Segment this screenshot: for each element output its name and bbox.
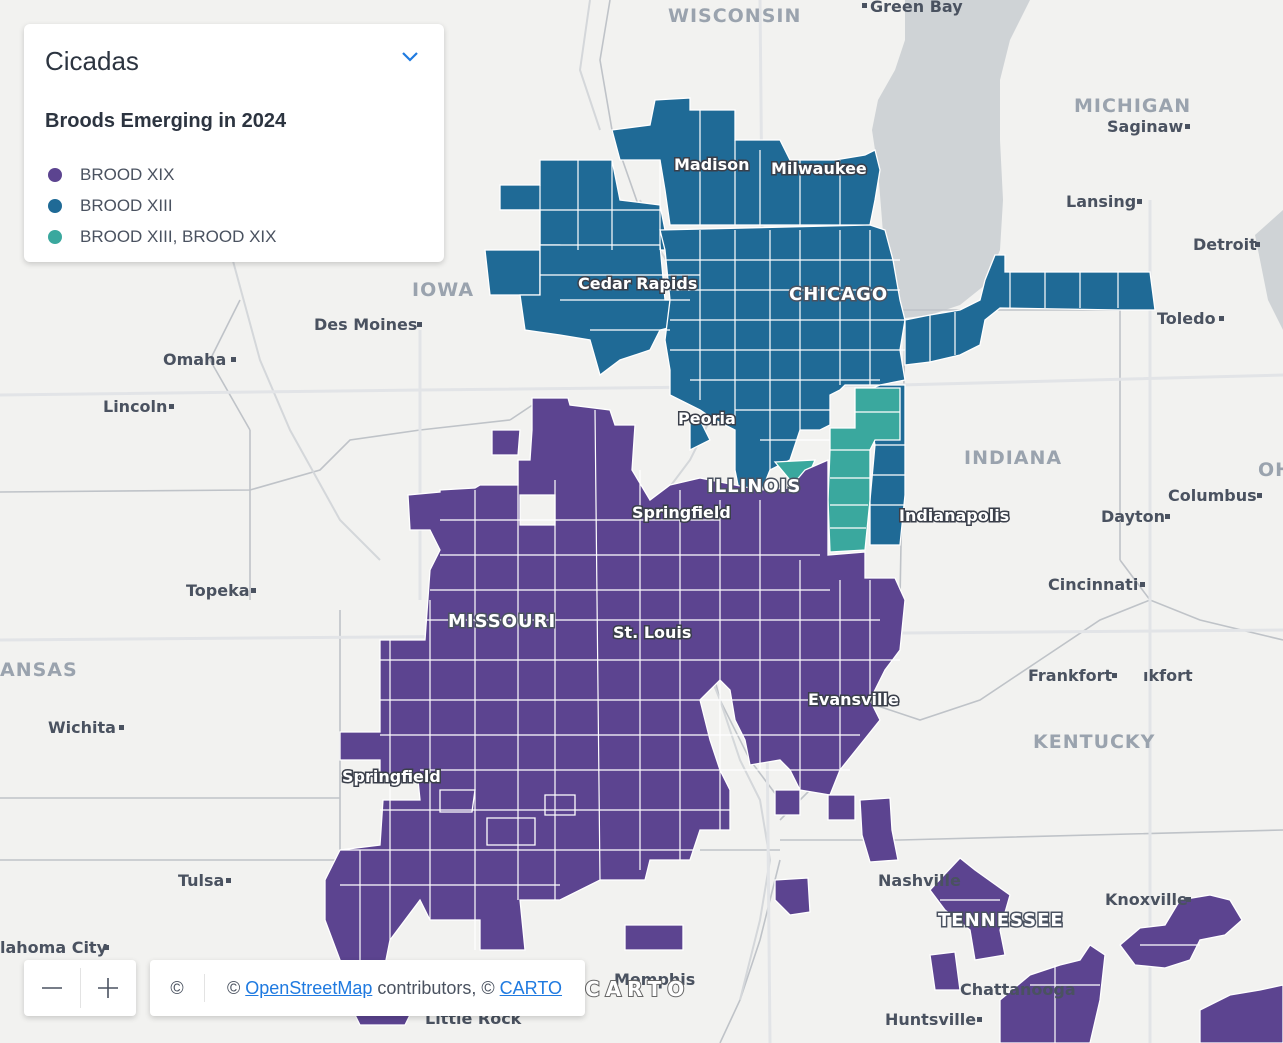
legend-item-label: BROOD XIII, BROOD XIX bbox=[80, 226, 277, 246]
city-marker bbox=[1185, 124, 1190, 129]
city-marker bbox=[1140, 582, 1145, 587]
city-label-columbus: Columbus bbox=[1168, 486, 1257, 505]
attribution-panel: © © OpenStreetMap contributors, © CARTO bbox=[150, 960, 585, 1016]
city-label-lincoln: Lincoln bbox=[103, 397, 167, 416]
city-label-peoria: Peoria bbox=[678, 409, 736, 428]
city-label-toledo: Toledo bbox=[1157, 309, 1216, 328]
legend-item-label: BROOD XIX bbox=[80, 164, 175, 184]
state-label-illinois: ILLINOIS bbox=[707, 476, 801, 497]
city-label-cincinnati: Cincinnati bbox=[1048, 575, 1138, 594]
city-label-frankfort: Frankfort bbox=[1028, 666, 1112, 685]
state-label-tennessee: TENNESSEE bbox=[938, 910, 1064, 931]
legend-item-label: BROOD XIII bbox=[80, 195, 173, 215]
state-label-kentucky: KENTUCKY bbox=[1033, 731, 1155, 753]
city-label-omaha: Omaha bbox=[163, 350, 226, 369]
city-marker bbox=[1257, 493, 1262, 498]
city-marker bbox=[1186, 897, 1191, 902]
city-marker bbox=[119, 725, 124, 730]
city-marker bbox=[417, 322, 422, 327]
state-label-missouri: MISSOURI bbox=[448, 611, 556, 632]
city-marker bbox=[251, 588, 256, 593]
state-label-ohio: OH bbox=[1258, 459, 1283, 481]
city-label-st-louis: St. Louis bbox=[613, 623, 691, 642]
city-marker bbox=[1165, 514, 1170, 519]
city-marker bbox=[1137, 199, 1142, 204]
lake-michigan bbox=[872, 0, 1030, 318]
city-label-milwaukee: Milwaukee bbox=[771, 159, 867, 178]
brood-both-region bbox=[773, 387, 901, 553]
city-label-detroit: Detroit bbox=[1193, 235, 1257, 254]
minus-icon bbox=[41, 987, 62, 989]
openstreetmap-link[interactable]: OpenStreetMap bbox=[245, 977, 373, 998]
legend-swatch bbox=[48, 229, 62, 244]
city-label-wichita: Wichita bbox=[48, 718, 116, 737]
zoom-out-button[interactable] bbox=[24, 960, 80, 1016]
city-marker bbox=[104, 945, 109, 950]
city-label-knoxville: Knoxville bbox=[1105, 890, 1188, 909]
city-label-chicago: CHICAGO bbox=[789, 284, 888, 305]
city-label-frankfort-dup: ıkfort bbox=[1143, 666, 1193, 685]
chevron-down-icon[interactable] bbox=[398, 44, 422, 68]
city-marker bbox=[226, 878, 231, 883]
city-label-oklahoma-city: lahoma City bbox=[0, 938, 108, 957]
legend-subtitle: Broods Emerging in 2024 bbox=[45, 110, 287, 132]
city-label-dayton: Dayton bbox=[1101, 507, 1165, 526]
city-marker bbox=[1112, 673, 1117, 678]
state-label-michigan: MICHIGAN bbox=[1074, 95, 1191, 117]
zoom-in-button[interactable] bbox=[80, 960, 136, 1016]
city-label-chattanooga: Chattanooga bbox=[960, 980, 1076, 999]
city-label-indianapolis: Indianapolis bbox=[899, 506, 1009, 525]
city-marker bbox=[231, 357, 236, 362]
city-marker bbox=[1255, 242, 1260, 247]
state-label-wisconsin: WISCONSIN bbox=[668, 5, 801, 27]
state-label-indiana: INDIANA bbox=[964, 447, 1062, 469]
attribution-text: © OpenStreetMap contributors, © CARTO bbox=[205, 978, 562, 999]
city-label-springfield-il: Springfield bbox=[632, 503, 731, 522]
attribution-toggle-button[interactable]: © bbox=[150, 974, 205, 1002]
legend-title: Cicadas bbox=[45, 46, 139, 76]
city-label-lansing: Lansing bbox=[1066, 192, 1136, 211]
city-label-memphis: Memphis bbox=[614, 970, 695, 989]
legend-panel: Cicadas Broods Emerging in 2024 BROOD XI… bbox=[24, 24, 444, 262]
legend-item-brood-both: BROOD XIII, BROOD XIX bbox=[48, 221, 276, 252]
city-label-springfield-mo: Springfield bbox=[342, 767, 441, 786]
city-marker bbox=[169, 404, 174, 409]
attribution-prefix: © bbox=[227, 977, 246, 998]
legend-swatch bbox=[48, 198, 62, 213]
brood-xix-region bbox=[324, 397, 1283, 1043]
carto-link[interactable]: CARTO bbox=[499, 977, 563, 998]
zoom-divider bbox=[79, 968, 81, 1008]
city-label-madison: Madison bbox=[674, 155, 750, 174]
attribution-middle: contributors, © bbox=[372, 977, 500, 998]
city-label-huntsville: Huntsville bbox=[885, 1010, 976, 1029]
carto-watermark: CARTO bbox=[585, 977, 690, 1001]
zoom-control bbox=[24, 960, 136, 1016]
city-label-evansville: Evansville bbox=[808, 690, 899, 709]
lake-erie bbox=[1255, 210, 1283, 330]
city-label-green-bay: Green Bay bbox=[870, 0, 963, 16]
legend-item-brood-xix: BROOD XIX bbox=[48, 159, 276, 190]
legend-item-brood-xiii: BROOD XIII bbox=[48, 190, 276, 221]
city-marker bbox=[1219, 316, 1224, 321]
legend-swatch bbox=[48, 167, 62, 182]
city-label-nashville: Nashville bbox=[878, 871, 961, 890]
city-marker bbox=[977, 1017, 982, 1022]
plus-icon bbox=[98, 978, 119, 998]
city-label-cedar-rapids: Cedar Rapids bbox=[578, 274, 697, 293]
state-label-iowa: IOWA bbox=[412, 279, 474, 301]
city-label-saginaw: Saginaw bbox=[1107, 117, 1183, 136]
city-label-topeka: Topeka bbox=[186, 581, 250, 600]
city-label-des-moines: Des Moines bbox=[314, 315, 417, 334]
state-label-kansas: ANSAS bbox=[0, 659, 78, 681]
city-label-tulsa: Tulsa bbox=[178, 871, 224, 890]
legend-list: BROOD XIX BROOD XIII BROOD XIII, BROOD X… bbox=[48, 159, 276, 252]
city-marker bbox=[862, 3, 867, 8]
